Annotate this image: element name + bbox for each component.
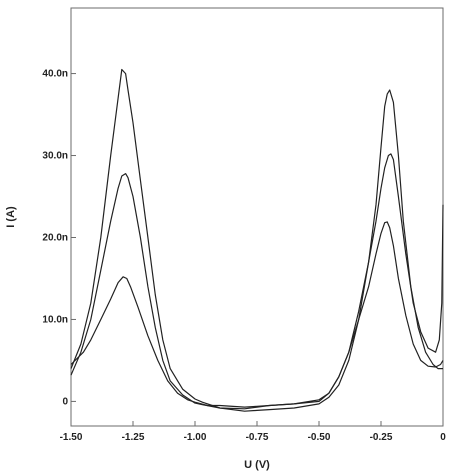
y-tick-label: 40.0n	[42, 69, 68, 80]
y-axis-ticks: 0 10.0n 20.0n 30.0n 40.0n	[42, 69, 76, 407]
x-tick-label: 0	[440, 432, 446, 443]
x-tick-label: -0.25	[370, 432, 393, 443]
x-tick-label: -1.00	[184, 432, 207, 443]
series-line-3	[70, 221, 444, 408]
y-tick-label: 0	[62, 396, 68, 407]
x-tick-label: -1.50	[60, 432, 83, 443]
x-axis-ticks: -1.50 -1.25 -1.00 -0.75 -0.50 -0.25 0	[60, 421, 446, 443]
y-tick-label: 30.0n	[42, 151, 68, 162]
series-line-1	[70, 68, 443, 412]
x-tick-label: -0.75	[246, 432, 269, 443]
series-line-2	[70, 153, 444, 410]
x-axis-label: U (V)	[244, 459, 270, 471]
x-tick-label: -0.50	[308, 432, 331, 443]
plot-frame	[70, 7, 444, 427]
y-tick-label: 20.0n	[42, 232, 68, 243]
y-tick-label: 10.0n	[42, 314, 68, 325]
x-tick-label: -1.25	[122, 432, 145, 443]
series-group	[70, 68, 444, 412]
y-axis-label: I (A)	[5, 206, 17, 228]
